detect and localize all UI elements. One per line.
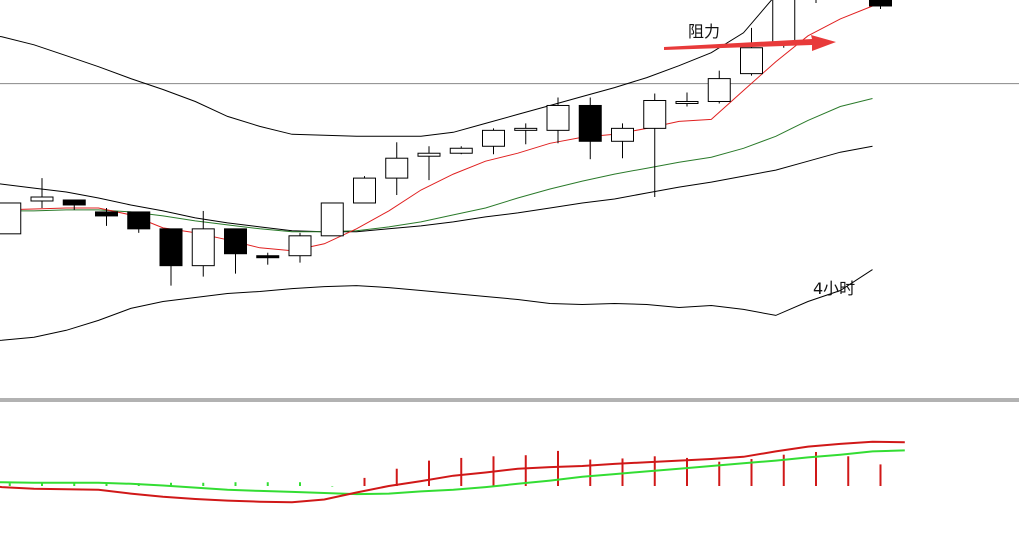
candle	[320, 202, 344, 237]
bollinger-lower-line	[0, 269, 873, 341]
candle-body	[869, 0, 892, 7]
resistance-arrow	[664, 35, 836, 51]
candle	[62, 199, 86, 210]
timeframe-label: 4小时	[813, 279, 855, 298]
candle-body	[417, 152, 441, 157]
candle-body	[353, 177, 376, 204]
candle	[482, 128, 505, 155]
candle-body	[611, 127, 634, 142]
ma-fast-line	[0, 5, 873, 252]
candle-body	[0, 202, 22, 235]
candle-body	[643, 99, 667, 129]
macd-panel	[0, 440, 905, 504]
candle	[707, 70, 731, 104]
price-panel	[0, 0, 1019, 341]
candle	[95, 207, 118, 226]
candle-body	[62, 199, 86, 206]
candle-body	[127, 211, 151, 230]
candle-body	[159, 228, 183, 267]
candle-body	[740, 47, 763, 75]
candle-body	[30, 196, 54, 202]
candle-body	[191, 228, 215, 267]
candle-body	[675, 100, 699, 104]
candle	[288, 232, 312, 263]
resistance-label: 阻力	[688, 22, 720, 41]
candle-body	[320, 202, 344, 237]
candle	[675, 92, 699, 107]
candle-body	[288, 235, 312, 257]
candle	[0, 202, 22, 235]
candle	[191, 210, 215, 277]
candle	[449, 146, 473, 155]
candle	[385, 142, 409, 196]
candle-body	[256, 255, 280, 259]
arrow-shape	[664, 35, 836, 51]
candle-body	[578, 104, 602, 142]
candle	[514, 123, 538, 145]
candle	[353, 176, 376, 204]
candle	[546, 97, 570, 144]
candle	[611, 123, 634, 159]
candle-body	[546, 104, 570, 131]
candle	[127, 211, 151, 233]
macd-dif-line	[0, 440, 905, 504]
ma-slow-line	[0, 98, 873, 233]
candle	[30, 178, 54, 208]
candle	[256, 252, 280, 265]
candle-body	[385, 157, 409, 179]
candle	[740, 27, 763, 76]
candle-body	[482, 129, 505, 147]
candle-body	[514, 127, 538, 131]
candle	[224, 228, 247, 274]
candle-body	[95, 211, 118, 217]
candle-body	[707, 78, 731, 102]
candle	[159, 228, 183, 286]
candle	[417, 146, 441, 181]
macd-dea-line	[0, 449, 905, 496]
bollinger-middle-line	[0, 145, 873, 233]
candle	[643, 93, 667, 198]
candle	[578, 97, 602, 160]
candle-body	[772, 0, 796, 46]
candle	[869, 0, 892, 9]
candle	[815, 0, 817, 3]
candle-body	[224, 228, 247, 255]
candle-body	[449, 147, 473, 154]
